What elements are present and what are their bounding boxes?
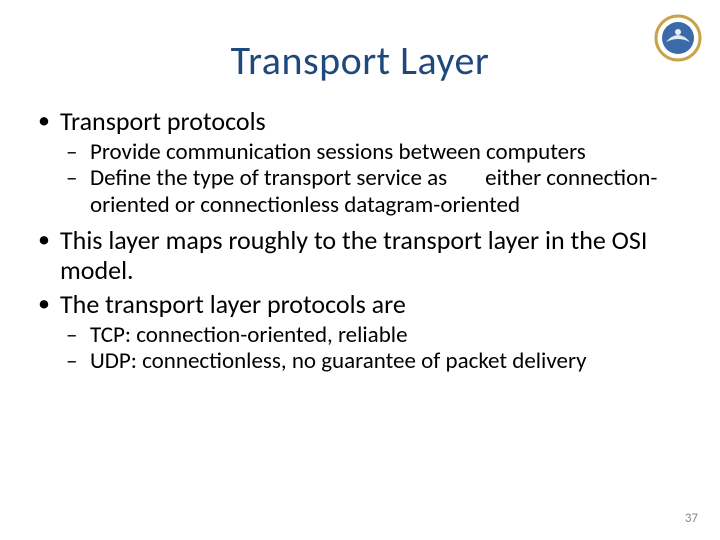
bullet-list-l2: Provide communication sessions between c… [60,139,686,218]
bullet-text: The transport layer protocols are [60,288,406,320]
bullet-l2-item: Define the type of transport service ase… [60,165,686,218]
bullet-text: Provide communication sessions between c… [90,138,586,166]
bullet-text: TCP: connection-oriented, reliable [90,321,408,349]
bullet-l1-item: This layer maps roughly to the transport… [34,226,686,286]
bullet-l2-item: TCP: connection-oriented, reliable [60,322,686,348]
institution-logo [654,14,702,62]
bullet-list-l2: TCP: connection-oriented, reliable UDP: … [60,322,686,375]
slide-content: Transport protocols Provide communicatio… [0,85,720,375]
bullet-text: UDP: connectionless, no guarantee of pac… [90,347,587,375]
slide-title: Transport Layer [0,0,720,85]
page-number: 37 [685,511,698,526]
bullet-text: This layer maps roughly to the transport… [60,224,647,286]
bullet-l2-item: UDP: connectionless, no guarantee of pac… [60,348,686,374]
bullet-l2-item: Provide communication sessions between c… [60,139,686,165]
bullet-l1-item: Transport protocols Provide communicatio… [34,107,686,218]
bullet-list-l1: Transport protocols Provide communicatio… [34,107,686,375]
bullet-text: Define the type of transport service as [90,164,447,192]
slide: Transport Layer Transport protocols Prov… [0,0,720,540]
bullet-text: Transport protocols [60,105,266,137]
bullet-l1-item: The transport layer protocols are TCP: c… [34,290,686,375]
